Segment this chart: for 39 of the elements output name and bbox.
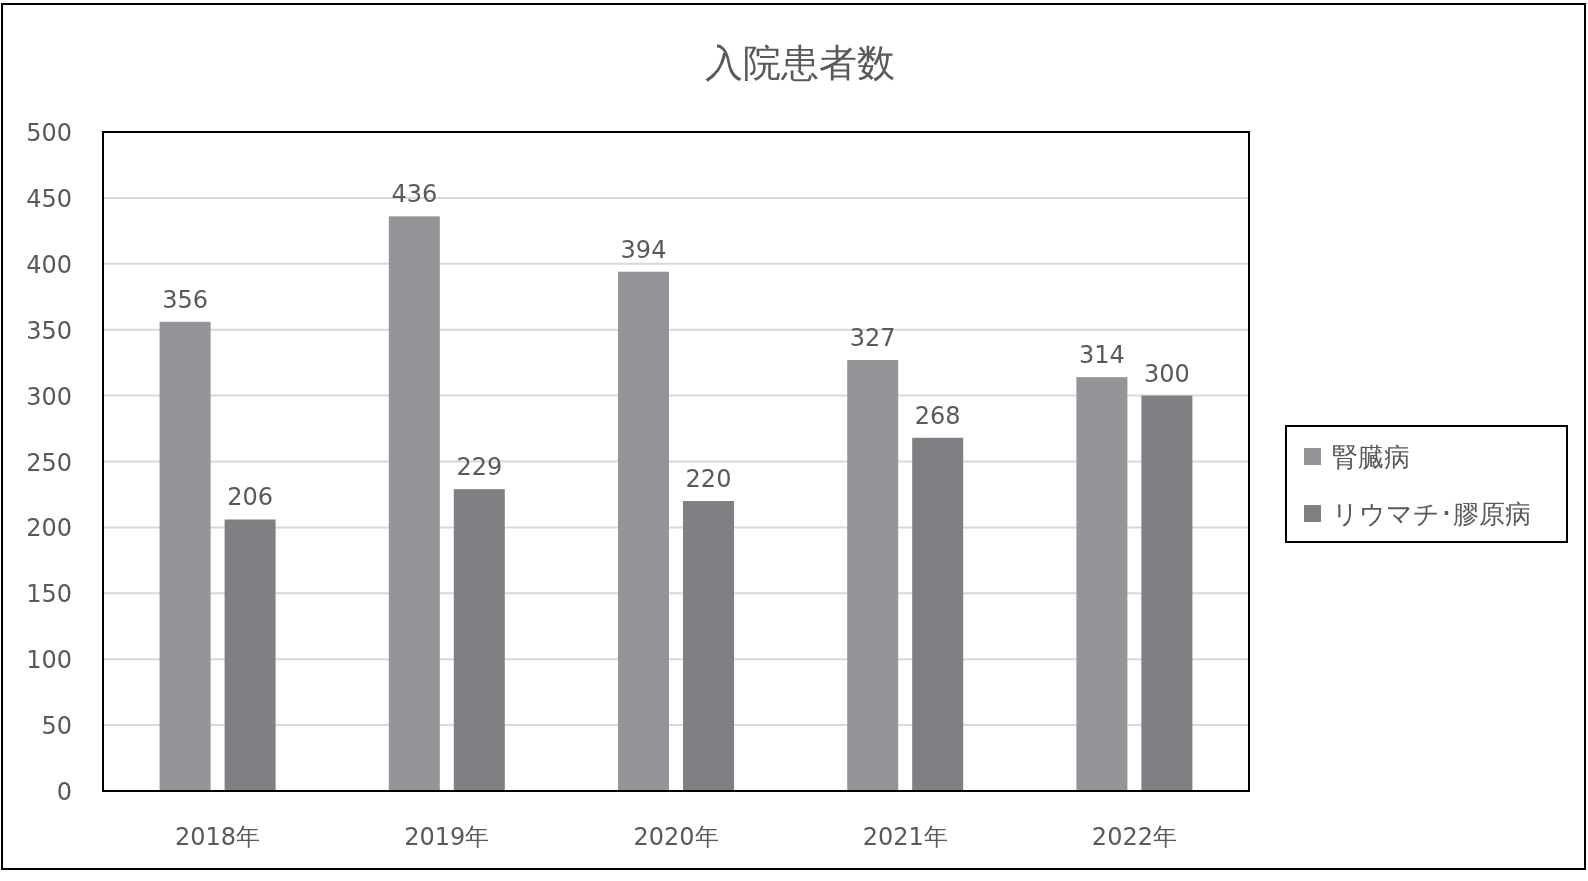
data-label: 220 <box>685 465 732 494</box>
bar <box>1141 395 1193 791</box>
data-label: 300 <box>1143 359 1190 388</box>
x-tick-label: 2021年 <box>862 823 948 851</box>
bar <box>912 437 964 791</box>
bar <box>453 489 505 791</box>
legend-label: 腎臓病 <box>1332 442 1410 472</box>
y-tick-label: 50 <box>41 712 72 741</box>
y-tick-label: 150 <box>26 580 72 609</box>
bar <box>388 216 440 791</box>
data-label: 314 <box>1078 341 1125 370</box>
chart-title: 入院患者数 <box>705 41 895 85</box>
data-label: 394 <box>620 235 667 264</box>
bar <box>618 271 669 791</box>
y-tick-label: 200 <box>26 514 72 543</box>
y-tick-label: 0 <box>56 778 72 806</box>
data-label: 436 <box>391 180 438 209</box>
y-tick-label: 500 <box>26 119 72 147</box>
x-tick-label: 2022年 <box>1091 823 1177 851</box>
bar <box>159 321 211 791</box>
data-label: 206 <box>227 483 274 512</box>
x-tick-label: 2019年 <box>404 823 490 851</box>
y-tick-label: 300 <box>26 382 72 411</box>
data-label: 268 <box>914 401 961 430</box>
data-label: 356 <box>162 285 209 314</box>
data-label: 327 <box>849 324 896 353</box>
legend-label: リウマチ･膠原病 <box>1332 499 1531 529</box>
y-tick-label: 450 <box>26 184 72 213</box>
y-tick-label: 400 <box>26 250 72 279</box>
y-tick-label: 100 <box>26 646 72 675</box>
data-label: 229 <box>456 453 503 482</box>
x-tick-label: 2018年 <box>175 823 261 851</box>
bar <box>683 501 734 791</box>
bar <box>847 360 899 791</box>
y-tick-label: 350 <box>26 316 72 345</box>
bar <box>224 519 276 791</box>
bar <box>1076 377 1128 791</box>
x-tick-label: 2020年 <box>633 823 719 851</box>
y-tick-label: 250 <box>26 448 72 477</box>
